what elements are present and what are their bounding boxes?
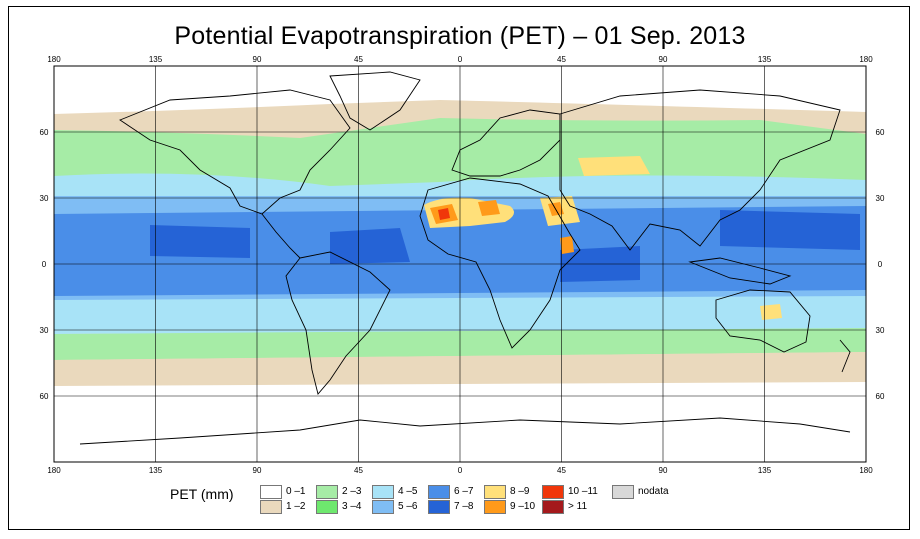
lat-right-label: 30 <box>876 194 885 203</box>
west-pacific-high <box>720 210 860 250</box>
lon-top-label: 45 <box>354 55 363 64</box>
legend-label: 1 –2 <box>286 501 306 512</box>
north-america-coast <box>119 89 351 215</box>
legend-label: > 11 <box>568 501 587 512</box>
lat-right-label: 0 <box>878 260 883 269</box>
legend-swatch <box>428 500 450 514</box>
lon-top-label: 180 <box>859 55 873 64</box>
legend-label: 0 –1 <box>286 486 306 497</box>
legend-label: 8 –9 <box>510 486 530 497</box>
legend-title: PET (mm) <box>170 486 234 502</box>
legend-label: 6 –7 <box>454 486 474 497</box>
atlantic-high <box>330 228 410 264</box>
legend-swatch <box>316 485 338 499</box>
legend-swatch <box>372 500 394 514</box>
sahara-peak <box>438 208 450 220</box>
lon-bottom-label: 45 <box>557 466 566 475</box>
south-america-coast <box>285 251 391 395</box>
lon-top-label: 135 <box>149 55 163 64</box>
lat-left-label: 60 <box>40 128 49 137</box>
lat-right-label: 60 <box>876 392 885 401</box>
lon-top-label: 135 <box>758 55 772 64</box>
australia-hotspot <box>760 304 782 320</box>
map-title: Potential Evapotranspiration (PET) – 01 … <box>174 22 746 50</box>
lat-right-label: 60 <box>876 128 885 137</box>
greenland-coast <box>329 71 421 131</box>
lon-top-label: 45 <box>557 55 566 64</box>
lat-left-label: 60 <box>40 392 49 401</box>
lon-top-label: 90 <box>659 55 668 64</box>
lon-bottom-label: 90 <box>659 466 668 475</box>
horn-africa-hotspot <box>560 236 574 254</box>
lat-right-labels: 60 30 0 30 60 <box>876 128 885 401</box>
legend-label: 7 –8 <box>454 501 474 512</box>
legend-swatch <box>542 500 564 514</box>
lat-left-label: 30 <box>40 326 49 335</box>
libya-core <box>478 200 500 216</box>
lat-left-labels: 60 30 0 30 60 <box>40 128 49 401</box>
australia-coast <box>715 289 811 353</box>
lon-bottom-label: 45 <box>354 466 363 475</box>
lat-left-label: 30 <box>40 194 49 203</box>
new-zealand-coast <box>839 339 851 373</box>
lon-bottom-label: 135 <box>149 466 163 475</box>
lat-left-label: 0 <box>42 260 47 269</box>
legend-label: 5 –6 <box>398 501 418 512</box>
lon-top-label: 180 <box>47 55 61 64</box>
asia-coast <box>559 89 841 251</box>
lon-bottom-labels: 180 135 90 45 0 45 90 135 180 <box>47 466 873 475</box>
lon-top-label: 0 <box>458 55 463 64</box>
legend-swatch <box>484 485 506 499</box>
legend-swatch <box>260 485 282 499</box>
lon-top-label: 90 <box>253 55 262 64</box>
coastlines <box>79 71 851 445</box>
legend-label: nodata <box>638 486 669 497</box>
legend-swatch <box>316 500 338 514</box>
maritime-asia-coast <box>688 257 792 285</box>
legend-label: 3 –4 <box>342 501 362 512</box>
lon-bottom-label: 180 <box>859 466 873 475</box>
lat-right-label: 30 <box>876 326 885 335</box>
lon-bottom-label: 180 <box>47 466 61 475</box>
legend-swatch <box>612 485 634 499</box>
legend-label: 4 –5 <box>398 486 418 497</box>
legend-label: 9 –10 <box>510 501 536 512</box>
legend-label: 2 –3 <box>342 486 362 497</box>
pacific-high <box>150 225 250 258</box>
lon-bottom-label: 0 <box>458 466 463 475</box>
graticule <box>53 65 867 463</box>
antarctica-coast <box>79 417 851 445</box>
legend-swatch <box>484 500 506 514</box>
legend-swatch <box>260 500 282 514</box>
lon-bottom-label: 135 <box>758 466 772 475</box>
figure-frame <box>8 6 910 530</box>
lon-top-labels: 180 135 90 45 0 45 90 135 180 <box>47 55 873 64</box>
legend-swatch <box>372 485 394 499</box>
legend-swatch <box>542 485 564 499</box>
lon-bottom-label: 90 <box>253 466 262 475</box>
legend-swatch <box>428 485 450 499</box>
central-america-coast <box>261 213 301 259</box>
legend-label: 10 –11 <box>568 486 598 497</box>
central-asia-hotspot <box>578 156 650 176</box>
